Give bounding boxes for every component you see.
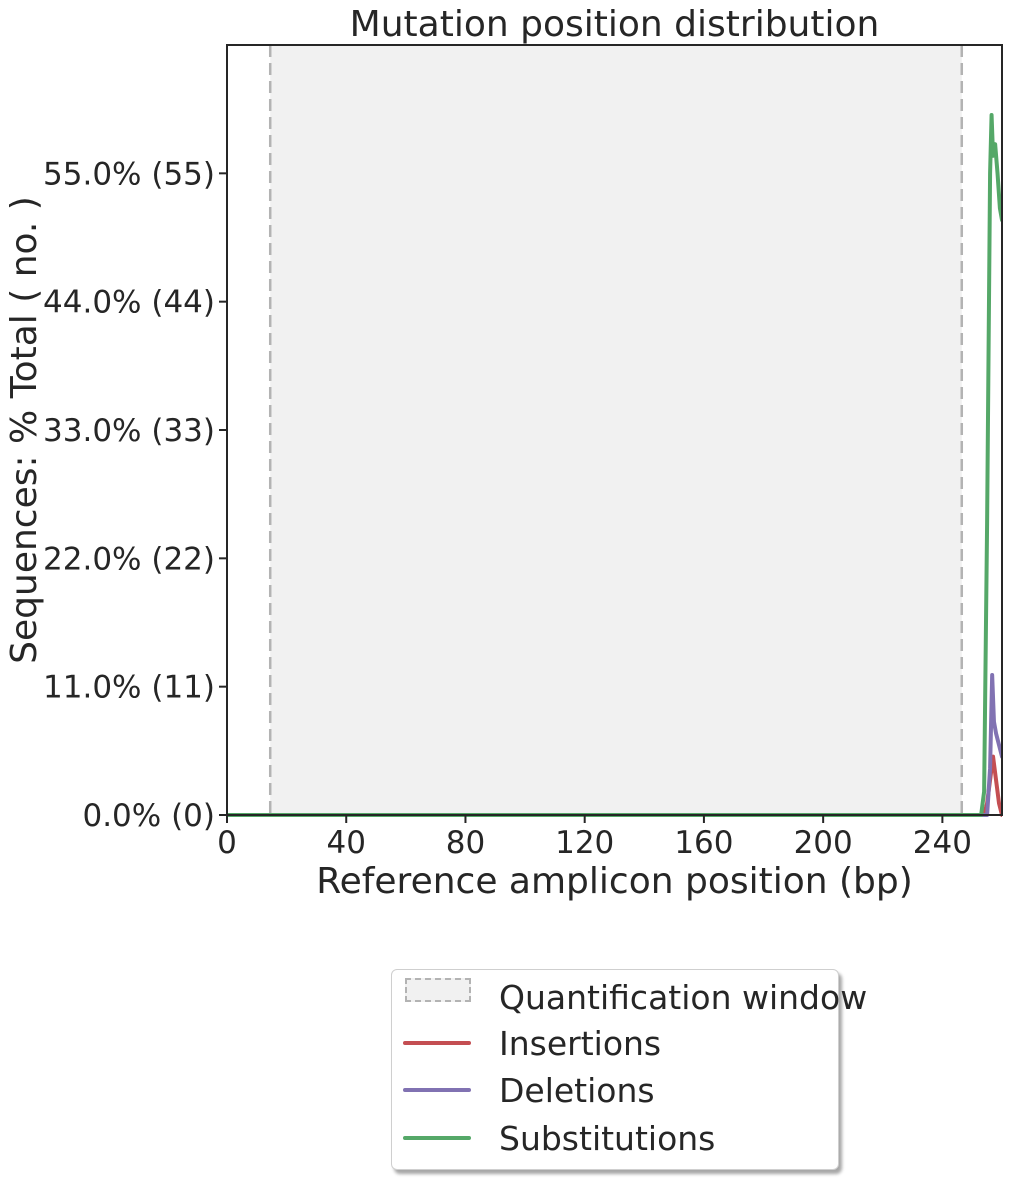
deletions-swatch [403, 1088, 471, 1092]
y-tick-label: 22.0% (22) [43, 541, 215, 577]
chart-legend: Quantification window Insertions Deletio… [391, 969, 867, 1170]
x-tick-label: 200 [794, 825, 853, 861]
chart-title: Mutation position distribution [350, 4, 880, 45]
quantification-window-area [270, 45, 962, 815]
legend-label: Insertions [499, 1024, 662, 1063]
x-tick-label: 40 [327, 825, 366, 861]
x-tick-label: 120 [555, 825, 614, 861]
x-axis-label: Reference amplicon position (bp) [316, 861, 913, 902]
y-tick-label: 55.0% (55) [43, 156, 215, 192]
y-tick-label: 33.0% (33) [43, 413, 215, 449]
legend-item-quantification-window: Quantification window [392, 978, 867, 1018]
y-tick-label: 11.0% (11) [43, 670, 215, 706]
insertions-swatch [403, 1041, 471, 1045]
x-tick-label: 160 [674, 825, 733, 861]
legend-label: Quantification window [499, 978, 868, 1017]
x-tick-label: 0 [217, 825, 237, 861]
quantification-window-swatch [405, 978, 471, 1002]
mutation-position-chart: Mutation position distribution 0 40 80 120 1… [4, 4, 1003, 902]
y-tick-label: 44.0% (44) [43, 285, 215, 321]
legend-label: Deletions [499, 1071, 655, 1110]
series-line-substitutions [227, 113, 1002, 817]
x-tick-label: 80 [446, 825, 485, 861]
plot-area: 0 40 80 120 160 200 240 0.0% (0) 11.0% (11) 22.0%… [43, 44, 1003, 861]
y-tick-label: 0.0% (0) [82, 798, 215, 834]
legend-item-deletions: Deletions [392, 1071, 838, 1111]
legend-label: Substitutions [499, 1119, 716, 1158]
x-tick-label: 240 [913, 825, 972, 861]
legend-item-substitutions: Substitutions [392, 1119, 838, 1159]
y-axis-label: Sequences: % Total ( no. ) [4, 196, 45, 664]
substitutions-swatch [403, 1136, 471, 1140]
legend-item-insertions: Insertions [392, 1024, 838, 1064]
